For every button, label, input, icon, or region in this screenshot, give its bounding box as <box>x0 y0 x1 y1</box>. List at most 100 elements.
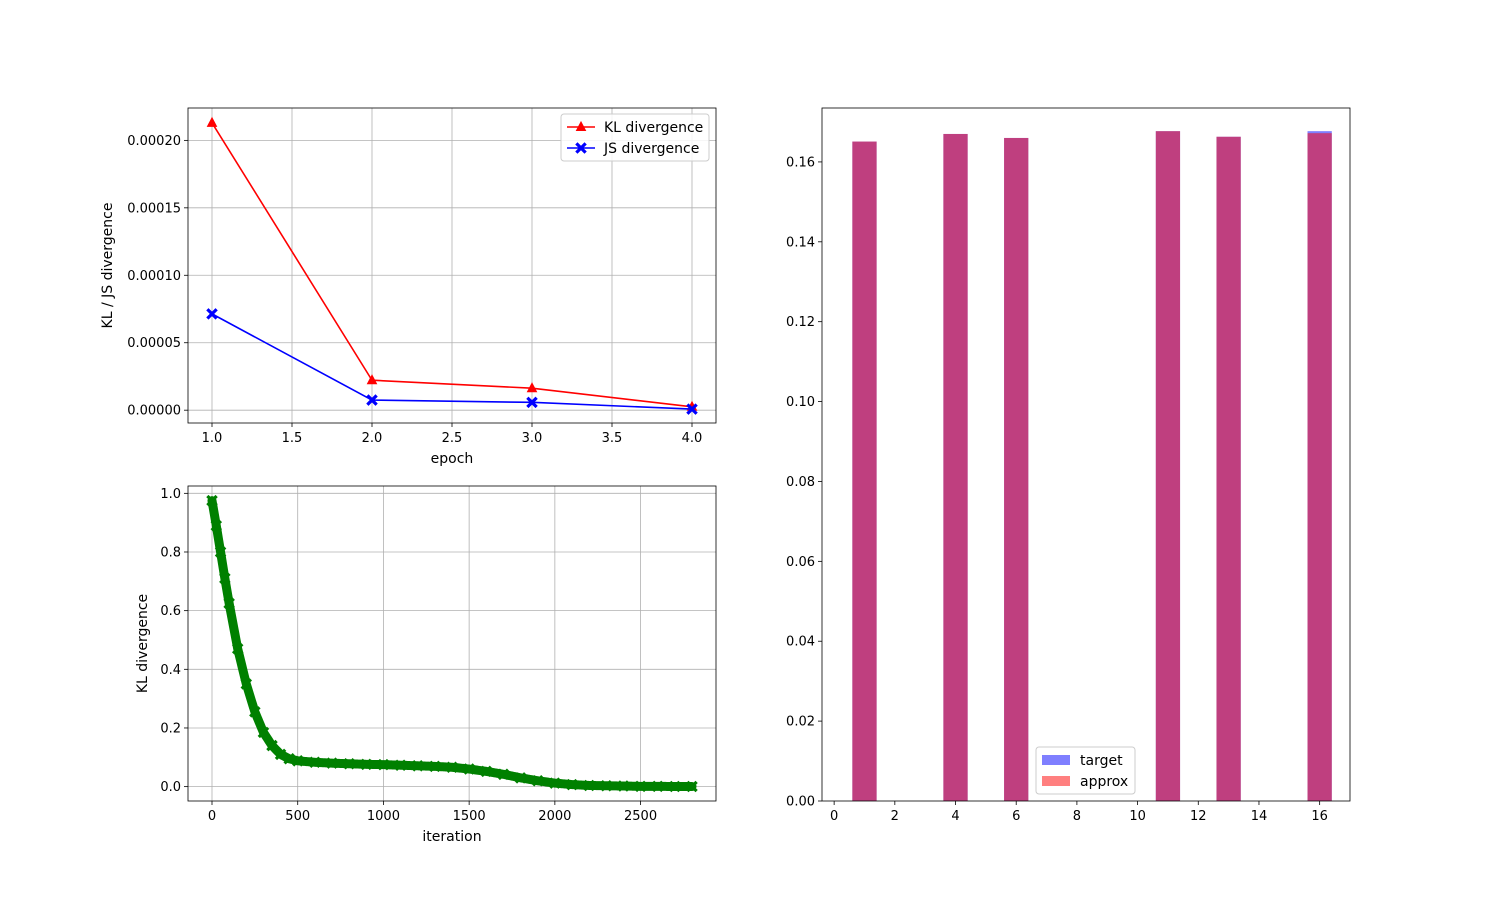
legend-swatch <box>1042 755 1070 765</box>
legend: target approx <box>1035 746 1136 795</box>
data-point <box>219 572 231 585</box>
data-point <box>210 519 223 532</box>
series-line-kl <box>211 122 693 408</box>
x-tick-label: 3.0 <box>522 431 543 446</box>
data-point <box>223 597 235 610</box>
data-point <box>249 706 261 718</box>
distribution-bar-chart: 0 2 4 6 8 10 12 14 16 0.00 0.02 0.04 0.06 0.08 0.10 0.1… <box>786 107 1351 824</box>
axes-frame <box>187 485 717 802</box>
x-tick-label: 6 <box>1012 809 1020 824</box>
data-point <box>309 756 321 769</box>
x-tick-label: 8 <box>1073 809 1081 824</box>
bar-approx <box>1307 133 1332 801</box>
x-tick-label: 1000 <box>367 809 400 824</box>
x-tick-label: 14 <box>1251 809 1268 824</box>
y-tick-label: 0.06 <box>786 555 815 570</box>
data-point <box>343 757 355 770</box>
y-axis-label: KL divergence <box>135 594 151 693</box>
data-point <box>526 396 538 409</box>
y-tick-label: 0.00 <box>786 795 815 810</box>
x-tick-label: 3.5 <box>602 431 623 446</box>
y-tick-label: 0.00020 <box>127 134 181 149</box>
data-point <box>214 546 227 558</box>
data-point <box>206 308 218 320</box>
x-axis-label: epoch <box>431 451 474 467</box>
data-point <box>360 758 373 771</box>
x-tick-label: 16 <box>1311 809 1328 824</box>
bar-approx <box>943 133 968 802</box>
data-point <box>651 780 664 793</box>
y-tick-label: 0.02 <box>786 715 815 730</box>
legend-box <box>560 113 710 162</box>
data-point <box>231 643 244 655</box>
data-point <box>514 772 527 784</box>
x-tick-label: 2500 <box>624 809 657 824</box>
series-line-js <box>211 313 693 410</box>
data-point <box>366 394 378 406</box>
y-tick-label: 0.16 <box>786 155 815 170</box>
data-point <box>480 765 493 778</box>
data-point <box>411 760 424 772</box>
x-tick-label: 0 <box>208 809 216 824</box>
x-tick-label: 4 <box>951 809 959 824</box>
data-point <box>566 778 578 791</box>
data-point <box>283 753 295 765</box>
data-point <box>206 116 218 127</box>
legend-label: JS divergence <box>603 141 699 157</box>
data-point <box>497 768 510 781</box>
data-point <box>257 726 270 739</box>
y-tick-label: 0.4 <box>160 663 181 678</box>
y-tick-label: 0.14 <box>786 235 815 250</box>
x-tick-label: 2.0 <box>362 431 383 446</box>
data-point <box>463 763 475 775</box>
bar-approx <box>1004 137 1029 801</box>
axes-frame <box>187 107 717 424</box>
data-point <box>634 780 647 793</box>
bar-approx <box>1216 136 1241 802</box>
y-tick-label: 1.0 <box>160 487 181 502</box>
x-tick-label: 10 <box>1129 809 1146 824</box>
x-tick-label: 1500 <box>453 809 486 824</box>
epoch-divergence-chart: 1.0 1.5 2.0 2.5 3.0 3.5 4.0 0.00000 0.00005 0.000… <box>100 107 717 467</box>
data-point <box>394 759 407 771</box>
y-tick-label: 0.10 <box>786 395 815 410</box>
data-point <box>526 382 538 393</box>
legend-marker <box>575 142 587 154</box>
y-tick-label: 0.08 <box>786 475 815 490</box>
y-tick-label: 0.0 <box>160 780 181 795</box>
data-point <box>291 755 304 767</box>
x-tick-label: 12 <box>1190 809 1207 824</box>
data-point <box>686 403 698 415</box>
data-point <box>531 775 544 787</box>
data-point <box>266 739 278 752</box>
y-tick-label: 0.8 <box>160 545 181 560</box>
legend-swatch <box>1042 776 1070 786</box>
x-tick-label: 500 <box>285 809 310 824</box>
x-tick-label: 4.0 <box>682 431 703 446</box>
data-point <box>429 760 441 773</box>
data-point <box>600 779 613 792</box>
data-point <box>446 761 458 774</box>
data-point <box>669 780 681 793</box>
x-tick-label: 2 <box>891 809 899 824</box>
iteration-kl-chart: 0 500 1000 1500 2000 2500 0.0 0.2 0.4 0.6 0.8 1.0 it… <box>135 485 717 845</box>
x-axis-label: iteration <box>422 829 481 845</box>
axes-frame <box>821 107 1351 802</box>
y-tick-label: 0.00010 <box>127 269 181 284</box>
x-tick-label: 2000 <box>538 809 571 824</box>
data-point <box>326 757 338 769</box>
x-tick-label: 2.5 <box>442 431 463 446</box>
data-point <box>377 758 390 771</box>
x-tick-label: 0 <box>830 809 838 824</box>
y-tick-label: 0.12 <box>786 315 815 330</box>
x-tick-label: 1.5 <box>282 431 303 446</box>
y-tick-label: 0.6 <box>160 604 181 619</box>
data-point <box>366 374 378 385</box>
y-tick-label: 0.00000 <box>127 404 181 419</box>
legend-label: approx <box>1080 774 1128 790</box>
x-tick-label: 1.0 <box>202 431 223 446</box>
y-tick-label: 0.2 <box>160 721 181 736</box>
data-point <box>206 494 218 507</box>
